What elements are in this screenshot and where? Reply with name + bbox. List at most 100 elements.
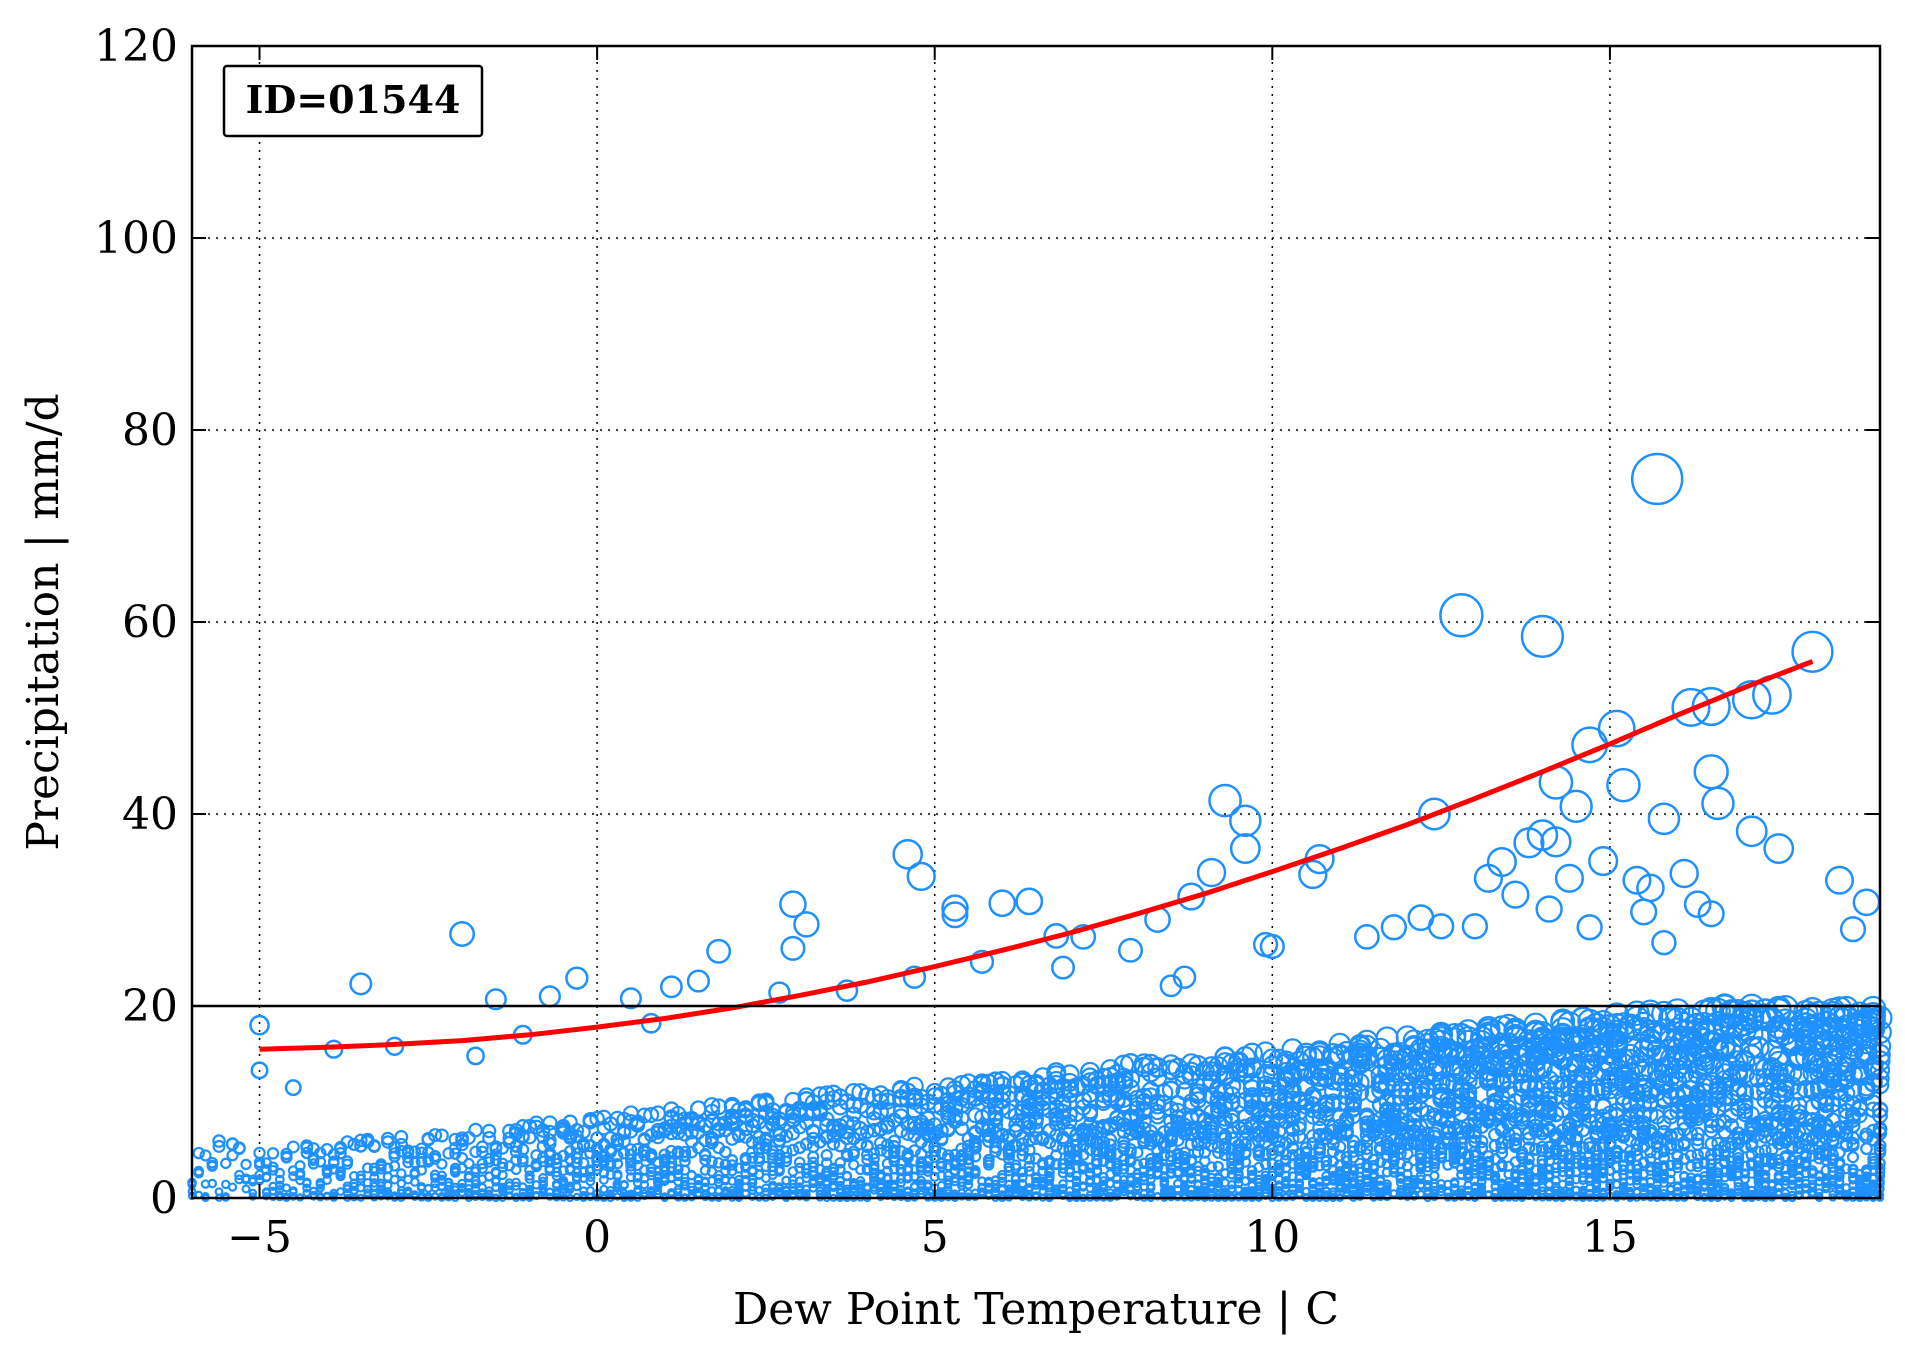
scatter-point: [1184, 1137, 1198, 1151]
scatter-point: [1254, 1041, 1277, 1064]
scatter-point: [934, 1123, 949, 1139]
scatter-point: [1120, 1069, 1141, 1089]
scatter-point: [1768, 1061, 1789, 1082]
scatter-point: [1684, 1149, 1698, 1162]
scatter-point: [1023, 1160, 1035, 1172]
scatter-point: [1819, 1131, 1833, 1146]
scatter-point: [1177, 882, 1206, 911]
scatter-point: [1029, 1131, 1043, 1146]
scatter-point: [665, 1161, 677, 1173]
scatter-point: [989, 1145, 1002, 1158]
scatter-point: [653, 1186, 663, 1196]
scatter-point: [1698, 1156, 1711, 1169]
scatter-point: [665, 1144, 678, 1158]
scatter-point: [260, 1164, 272, 1176]
scatter-point: [1043, 1157, 1056, 1169]
scatter-point: [1281, 1038, 1304, 1061]
scatter-point: [1664, 1138, 1678, 1152]
scatter-point: [611, 1157, 624, 1170]
scatter-point: [1218, 1142, 1232, 1156]
scatter-point: [1003, 1153, 1015, 1165]
scatter-point: [1204, 1139, 1219, 1153]
scatter-point: [261, 1187, 271, 1197]
scatter-point: [1279, 1148, 1292, 1161]
scatter-point: [703, 1097, 721, 1114]
scatter-point: [544, 1165, 556, 1176]
scatter-point: [1056, 1141, 1070, 1155]
scatter-point: [895, 1163, 907, 1175]
scatter-point: [1213, 1173, 1224, 1184]
scatter-point: [1117, 1153, 1130, 1166]
scatter-point: [1812, 1133, 1827, 1148]
scatter-point: [1286, 1140, 1300, 1154]
scatter-point: [571, 1156, 583, 1169]
scatter-point: [1435, 1150, 1448, 1163]
scatter-point: [349, 1187, 359, 1197]
scatter-point: [1262, 1055, 1283, 1077]
scatter-point: [995, 1128, 1010, 1143]
scatter-point: [353, 1133, 368, 1148]
scatter-point: [598, 1156, 610, 1169]
scatter-point: [667, 1189, 676, 1199]
scatter-point: [1861, 1167, 1872, 1178]
scatter-point: [1468, 1149, 1481, 1163]
scatter-point: [684, 1115, 700, 1131]
scatter-point: [1382, 1184, 1392, 1194]
scatter-point: [274, 1174, 285, 1185]
scatter-point: [1602, 1123, 1618, 1139]
scatter-point: [1598, 1187, 1608, 1197]
scatter-point: [1740, 1044, 1763, 1067]
scatter-point: [733, 1162, 745, 1174]
scatter-point: [482, 1131, 497, 1145]
scatter-point: [1204, 1124, 1219, 1139]
scatter-point: [1294, 1178, 1305, 1188]
scatter-point: [1652, 1184, 1662, 1194]
scatter-point: [1806, 1149, 1819, 1162]
scatter-point: [746, 1145, 759, 1159]
scatter-point: [1387, 1149, 1400, 1162]
scatter-point: [1097, 1140, 1111, 1154]
scatter-point: [1427, 1126, 1442, 1141]
scatter-point: [1096, 1135, 1111, 1150]
scatter-point: [962, 1153, 975, 1166]
scatter-point: [928, 1144, 942, 1158]
scatter-point: [1496, 1158, 1508, 1171]
scatter-point: [1618, 1164, 1629, 1176]
scatter-point: [340, 1135, 355, 1149]
scatter-point: [1474, 1134, 1489, 1149]
scatter-point: [1851, 1107, 1868, 1124]
scatter-point: [887, 1134, 901, 1149]
scatter-point: [1091, 1164, 1103, 1176]
scatter-point: [793, 911, 820, 938]
scatter-point: [806, 1131, 821, 1146]
scatter-point: [1484, 1189, 1493, 1199]
scatter-point: [1205, 1161, 1218, 1173]
scatter-point: [497, 1169, 508, 1181]
scatter-point: [1611, 1171, 1622, 1182]
scatter-point: [227, 1182, 238, 1192]
scatter-point: [199, 1149, 212, 1162]
scatter-point: [773, 1149, 786, 1162]
scatter-point: [1632, 1187, 1642, 1197]
scatter-point: [1727, 1050, 1749, 1072]
scatter-point: [1752, 1145, 1765, 1159]
scatter-point: [585, 1171, 596, 1182]
scatter-point: [1550, 1167, 1562, 1179]
scatter-point: [1226, 1169, 1238, 1180]
scatter-point: [1583, 1156, 1596, 1169]
scatter-point: [1569, 1140, 1583, 1154]
scatter-point: [489, 1154, 502, 1167]
scatter-point: [1383, 1050, 1405, 1072]
scatter-point: [1642, 1106, 1659, 1123]
scatter-point: [747, 1178, 758, 1188]
scatter-point: [1178, 1153, 1191, 1166]
scatter-point: [1208, 783, 1242, 818]
scatter-point: [987, 1117, 1003, 1133]
scatter-point: [741, 1189, 750, 1198]
scatter-point: [631, 1142, 645, 1156]
scatter-point: [1356, 1045, 1378, 1067]
scatter-point: [294, 1168, 306, 1180]
scatter-point: [1718, 1149, 1731, 1162]
scatter-point: [1691, 1157, 1704, 1170]
